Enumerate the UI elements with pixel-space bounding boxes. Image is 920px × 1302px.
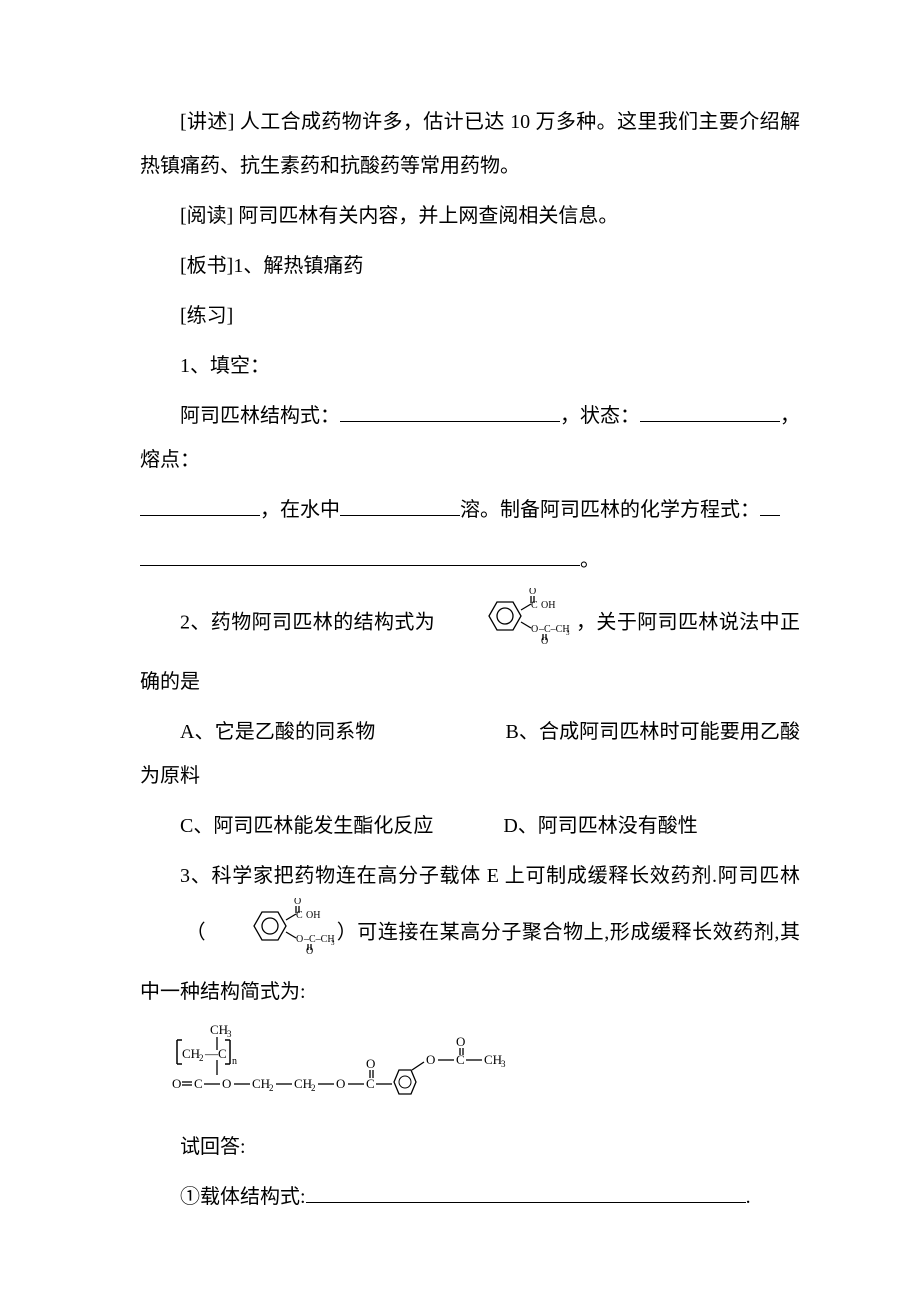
svg-text:O: O [336, 1076, 345, 1091]
svg-text:OH: OH [541, 600, 555, 611]
paragraph-q1-label: 1、填空： [140, 344, 800, 388]
svg-text:CH: CH [252, 1076, 270, 1091]
blank-eq-start [760, 495, 780, 516]
q1-text-d: ，在水中 [260, 499, 340, 521]
svg-text:O: O [306, 946, 313, 954]
q3-text-a: 3、科学家把药物连在高分子载体 E 上可制成缓释长效药剂.阿司匹林 [180, 865, 800, 887]
svg-text:O: O [294, 898, 301, 907]
q2-text-a: 2、药物阿司匹林的结构式为 [180, 612, 435, 634]
svg-text:CH: CH [484, 1052, 502, 1067]
polymer-structure: CH3 CH2 —C n O C O [172, 1020, 800, 1115]
paragraph-lecture: [讲述] 人工合成药物许多，估计已达 10 万多种。这里我们主要介绍解热镇痛药、… [140, 100, 800, 188]
svg-text:O: O [296, 934, 303, 945]
svg-text:CH: CH [294, 1076, 312, 1091]
q1-text-f: 。 [580, 549, 600, 571]
svg-text:C: C [366, 1076, 375, 1091]
blank-equation [140, 545, 580, 566]
paragraph-board: [板书]1、解热镇痛药 [140, 244, 800, 288]
q1-text-b: ，状态： [560, 405, 640, 427]
document-page: [讲述] 人工合成药物许多，估计已达 10 万多种。这里我们主要介绍解热镇痛药、… [0, 0, 920, 1285]
q3-paren-open: （ [186, 922, 207, 944]
svg-text:–C–CH: –C–CH [538, 624, 570, 635]
svg-text:O: O [426, 1052, 435, 1067]
option-c: C、阿司匹林能发生酯化反应 [180, 815, 433, 837]
svg-text:CH: CH [210, 1022, 228, 1037]
blank-carrier [306, 1182, 746, 1203]
paragraph-q2: 2、药物阿司匹林的结构式为 O C OH O –C–CH3 [140, 588, 800, 704]
option-a: A、它是乙酸的同系物 [180, 721, 375, 743]
svg-text:—C: —C [204, 1046, 227, 1061]
blank-structure [340, 401, 560, 422]
paragraph-q1-fill-cont: ，在水中 溶。制备阿司匹林的化学方程式： [140, 488, 800, 532]
paragraph-reading: [阅读] 阿司匹林有关内容，并上网查阅相关信息。 [140, 194, 800, 238]
svg-text:O: O [541, 636, 548, 644]
svg-text:3: 3 [566, 629, 570, 637]
svg-text:n: n [232, 1056, 237, 1067]
svg-text:CH: CH [182, 1046, 200, 1061]
svg-text:2: 2 [269, 1083, 274, 1093]
svg-text:C: C [296, 910, 303, 921]
blank-melting [140, 495, 260, 516]
q3-sub1-text: ①载体结构式: [180, 1186, 306, 1208]
aspirin-structure-icon: O C OH O –C–CH3 O [441, 588, 571, 660]
svg-text:–C–CH: –C–CH [303, 934, 335, 945]
paragraph-q1-fill-eq: 。 [140, 538, 800, 582]
paragraph-q2-optA: A、它是乙酸的同系物 B、合成阿司匹林时可能要用乙酸为原料 [140, 710, 800, 798]
option-d: D、阿司匹林没有酸性 [503, 815, 697, 837]
blank-state [640, 401, 780, 422]
svg-text:O: O [366, 1056, 375, 1071]
svg-text:OH: OH [306, 910, 320, 921]
svg-text:O: O [222, 1076, 231, 1091]
svg-text:3: 3 [501, 1059, 506, 1069]
paragraph-exercise: [练习] [140, 294, 800, 338]
paragraph-q1-fill: 阿司匹林结构式：，状态：，熔点： [140, 394, 800, 482]
q3-sub1-end: . [746, 1186, 751, 1208]
svg-text:O: O [529, 588, 536, 597]
paragraph-q3: 3、科学家把药物连在高分子载体 E 上可制成缓释长效药剂.阿司匹林 （ O C … [140, 854, 800, 1014]
svg-text:2: 2 [311, 1083, 316, 1093]
svg-text:3: 3 [227, 1029, 232, 1039]
svg-text:C: C [531, 600, 538, 611]
blank-solubility [340, 495, 460, 516]
q1-text-a: 阿司匹林结构式： [180, 405, 340, 427]
svg-text:C: C [194, 1076, 203, 1091]
q1-text-e: 溶。制备阿司匹林的化学方程式： [460, 499, 760, 521]
svg-text:O: O [456, 1034, 465, 1049]
paragraph-answer-label: 试回答: [140, 1125, 800, 1169]
svg-text:O: O [172, 1076, 181, 1091]
aspirin-structure-icon-2: O C OH O –C–CH3 O [206, 898, 336, 970]
paragraph-q2-optC: C、阿司匹林能发生酯化反应 D、阿司匹林没有酸性 [140, 804, 800, 848]
svg-text:2: 2 [199, 1053, 204, 1063]
paragraph-q3-sub1: ①载体结构式:. [140, 1175, 800, 1219]
svg-text:3: 3 [331, 939, 335, 947]
svg-text:O: O [531, 624, 538, 635]
